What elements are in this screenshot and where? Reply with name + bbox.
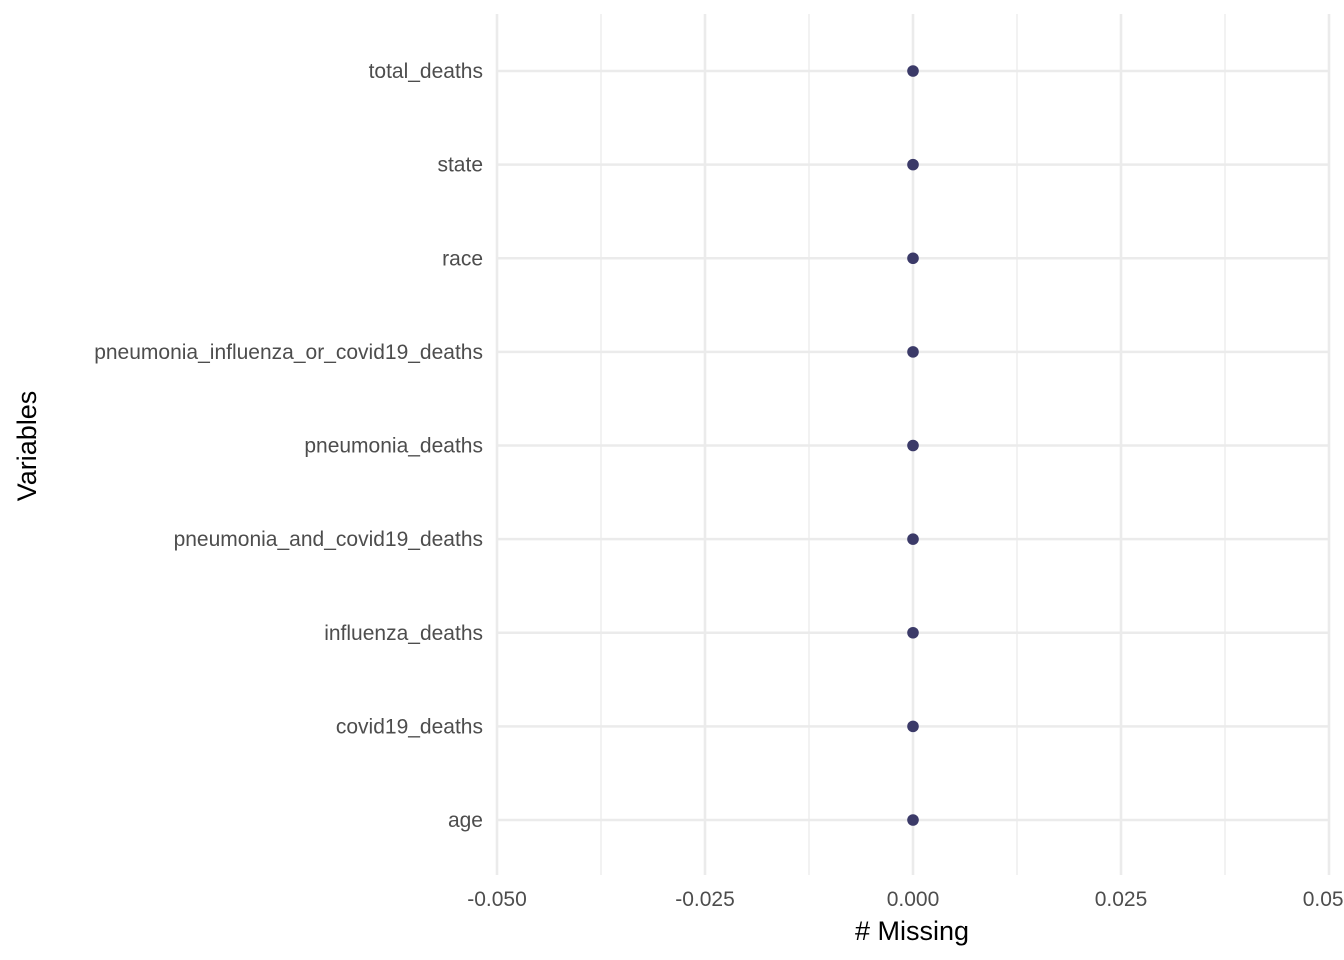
x-axis-title: # Missing: [855, 916, 969, 946]
y-axis-title: Variables: [12, 391, 42, 502]
x-tick-label: 0.000: [887, 888, 940, 911]
y-tick-label: influenza_deaths: [324, 622, 483, 645]
y-tick-label: pneumonia_deaths: [304, 435, 483, 458]
data-point: [907, 346, 919, 358]
y-tick-label: race: [442, 247, 483, 270]
data-point: [907, 814, 919, 826]
y-tick-label: pneumonia_influenza_or_covid19_deaths: [94, 341, 483, 364]
data-point: [907, 626, 919, 639]
data-point: [907, 533, 919, 545]
x-tick-label: 0.050: [1303, 888, 1344, 911]
y-tick-label: total_deaths: [369, 60, 483, 83]
data-point: [907, 158, 919, 171]
y-tick-label: covid19_deaths: [336, 715, 483, 738]
y-tick-label: pneumonia_and_covid19_deaths: [174, 528, 483, 551]
data-points: [907, 65, 919, 826]
data-point: [907, 252, 919, 265]
y-tick-label: age: [448, 809, 483, 832]
x-tick-label: -0.025: [675, 888, 735, 911]
x-tick-labels: -0.050 -0.025 0.000 0.025 0.050: [467, 888, 1344, 911]
x-tick-label: -0.050: [467, 888, 527, 911]
y-tick-label: state: [437, 154, 483, 177]
data-point: [907, 720, 919, 733]
x-tick-label: 0.025: [1095, 888, 1148, 911]
data-point: [907, 439, 919, 452]
data-point: [907, 65, 919, 77]
